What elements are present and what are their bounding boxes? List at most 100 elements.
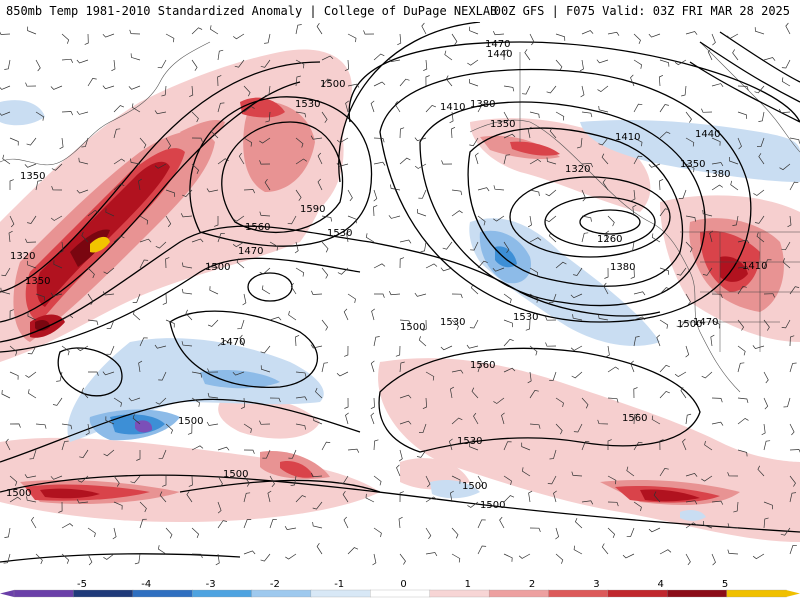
wind-barb (754, 27, 765, 35)
wind-barb (605, 230, 610, 243)
wind-barb (756, 232, 765, 243)
wind-barb (87, 319, 99, 326)
wind-barb (372, 553, 377, 566)
wind-barb (295, 59, 305, 69)
wind-barb (701, 108, 713, 113)
wind-barb (102, 33, 115, 38)
wind-barb (451, 553, 461, 563)
wind-barb (528, 490, 533, 503)
wind-barb (139, 259, 149, 269)
wind-barb (678, 189, 687, 199)
wind-barb (217, 339, 229, 347)
wind-barb (659, 549, 672, 555)
wind-barb (214, 216, 219, 227)
wind-barb (105, 208, 115, 217)
wind-barb (345, 100, 350, 113)
contour-label: 1530 (295, 99, 320, 110)
wind-barb (259, 420, 271, 425)
wind-barb (477, 362, 485, 373)
wind-barb (238, 152, 245, 165)
wind-barb (373, 161, 386, 166)
wind-barb (758, 111, 765, 122)
wind-barb (191, 553, 203, 559)
colorbar-swatch (429, 589, 490, 598)
wind-barb (630, 74, 635, 87)
wind-barb (154, 110, 167, 115)
wind-barb (573, 423, 583, 433)
wind-barb (261, 285, 271, 295)
colorbar-left-arrow (0, 590, 14, 597)
contour-label: 1410 (742, 261, 767, 272)
wind-barb (570, 345, 583, 351)
wind-barb (648, 33, 661, 38)
wind-barb (105, 416, 115, 425)
wind-barb (61, 58, 74, 63)
wind-barb (399, 78, 410, 87)
wind-barb (604, 267, 609, 279)
wind-barb (232, 241, 245, 248)
contour-label: 1350 (490, 119, 515, 130)
wind-barb (343, 308, 349, 321)
wind-barb (785, 22, 791, 35)
wind-barb (260, 365, 271, 373)
wind-barb (546, 85, 557, 94)
wind-barb (399, 361, 405, 373)
contour-label: 1470 (220, 337, 245, 348)
wind-barb (165, 33, 175, 43)
wind-barb (288, 310, 297, 321)
wind-barb (191, 111, 199, 123)
wind-barb (737, 111, 748, 119)
wind-barb (451, 319, 459, 331)
wind-barb (112, 527, 117, 540)
wind-barb (555, 397, 564, 407)
wind-barb (337, 267, 349, 275)
wind-barb (158, 449, 167, 459)
wind-barb (1, 389, 11, 399)
wind-barb (3, 553, 11, 564)
anomaly-yellow (90, 236, 110, 253)
wind-barb (217, 102, 225, 113)
wind-barb (158, 371, 167, 381)
wind-barb (737, 85, 749, 91)
wind-barb (546, 157, 557, 165)
wind-barb (316, 22, 323, 35)
wind-barb (685, 31, 698, 35)
wind-barb (493, 215, 505, 222)
wind-barb (659, 364, 670, 373)
wind-barb (659, 131, 671, 139)
wind-barb (518, 553, 531, 559)
wind-barb (181, 288, 193, 295)
wind-barb (763, 517, 769, 529)
wind-barb (596, 59, 609, 64)
wind-barb (217, 232, 225, 243)
wind-barb (545, 189, 557, 197)
wind-barb (165, 527, 173, 539)
wind-barb (477, 545, 487, 555)
wind-barb (711, 83, 724, 88)
wind-barb (165, 319, 175, 328)
wind-barb (388, 58, 401, 62)
contour-label: 1500 (677, 319, 702, 330)
wind-barb (25, 82, 37, 87)
wind-barb (659, 104, 669, 113)
wind-barb (113, 105, 125, 113)
wind-barb (527, 126, 532, 139)
wind-barb (789, 181, 799, 191)
wind-barb (626, 466, 635, 477)
wind-barb (345, 412, 349, 425)
wind-barb (290, 475, 297, 487)
wind-barb (267, 490, 272, 503)
colorbar-swatch (370, 589, 431, 598)
wind-barb (503, 49, 509, 61)
wind-barb (710, 334, 715, 347)
wind-barb (76, 189, 89, 194)
wind-barb (602, 178, 609, 191)
wind-barb (103, 553, 115, 560)
wind-barb (217, 520, 228, 529)
wind-barb (711, 397, 723, 403)
wind-barb (84, 33, 89, 45)
wind-barb (501, 412, 505, 425)
wind-barb (9, 179, 14, 190)
wind-barb (217, 49, 224, 61)
wind-barb (390, 184, 401, 191)
